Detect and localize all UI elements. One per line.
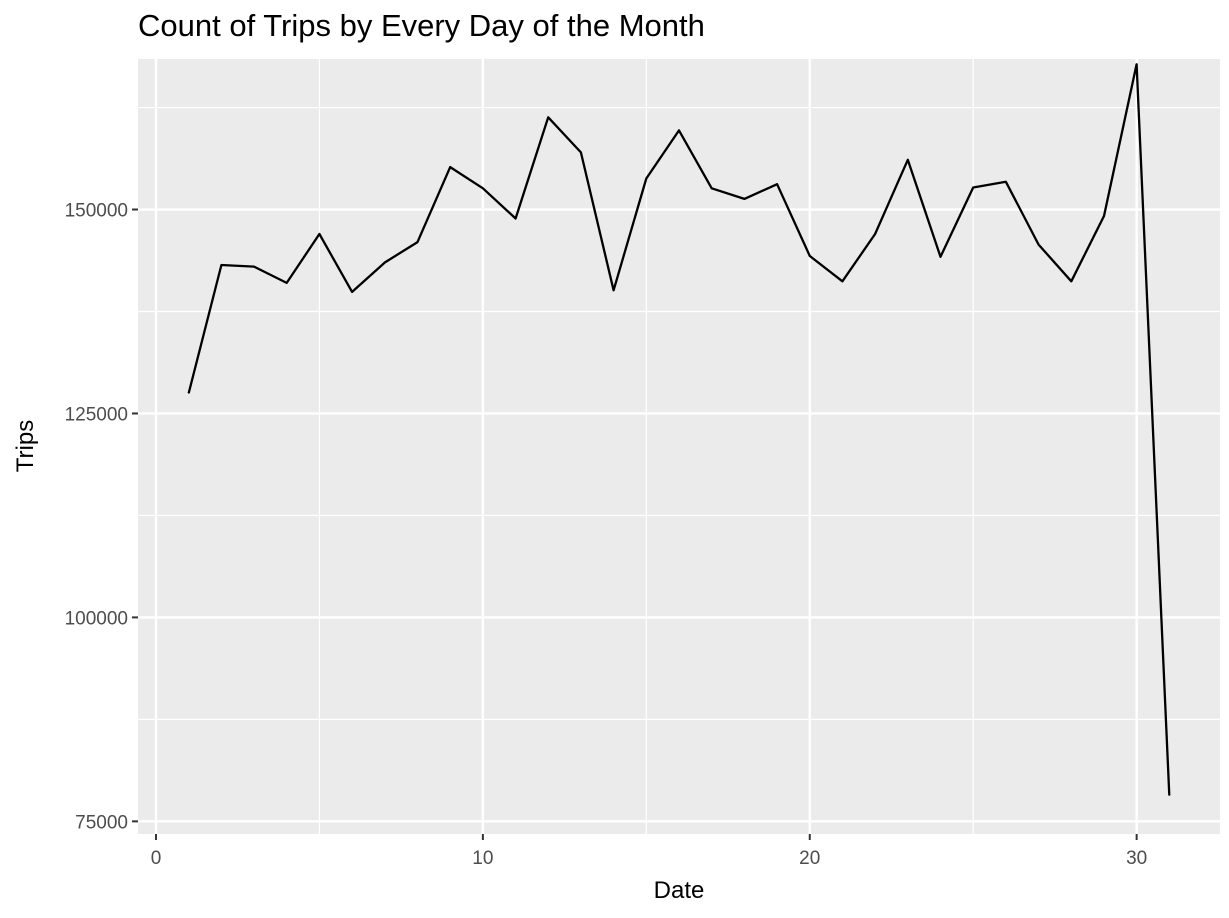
data-point — [711, 187, 713, 189]
series-layer — [187, 63, 1171, 796]
data-point — [1070, 280, 1072, 282]
grid-lines — [138, 59, 1220, 834]
data-point — [972, 186, 974, 189]
data-point — [547, 116, 549, 118]
y-tick-label: 100000 — [65, 608, 128, 629]
x-tick-label: 20 — [799, 848, 820, 869]
data-point — [449, 166, 451, 168]
data-point — [743, 198, 745, 200]
data-point — [514, 217, 517, 220]
data-point — [1136, 63, 1138, 65]
data-point — [351, 291, 353, 293]
data-point — [645, 177, 647, 180]
data-point — [384, 261, 386, 264]
y-tick-label: 125000 — [65, 404, 128, 425]
x-tick-label: 0 — [151, 848, 162, 869]
plot-panel — [138, 59, 1220, 834]
data-point — [907, 159, 909, 161]
y-tick-label: 150000 — [65, 201, 128, 222]
y-tick-label: 75000 — [75, 812, 128, 833]
chart-title: Count of Trips by Every Day of the Month — [138, 8, 705, 43]
x-tick-label: 10 — [472, 848, 493, 869]
x-tick-label: 30 — [1126, 848, 1147, 869]
data-point — [1168, 794, 1170, 796]
data-point — [482, 187, 484, 189]
x-axis-title: Date — [654, 877, 705, 904]
data-point — [220, 264, 222, 266]
data-point — [580, 151, 582, 154]
data-point — [1037, 243, 1040, 246]
data-point — [253, 266, 255, 268]
data-point — [286, 282, 288, 284]
data-point — [809, 255, 811, 257]
data-point — [841, 280, 844, 282]
data-point — [939, 256, 942, 258]
data-point — [613, 289, 615, 291]
y-axis-title: Trips — [12, 420, 39, 472]
data-point — [416, 241, 419, 243]
data-point — [318, 233, 321, 235]
data-point — [678, 129, 680, 131]
data-point — [1103, 215, 1105, 217]
data-point — [188, 392, 190, 394]
data-point — [874, 233, 876, 235]
data-point — [1005, 181, 1007, 183]
data-point — [776, 183, 778, 185]
axis-ticks: 75000 100000 125000 150000 0 10 20 30 — [65, 201, 1148, 869]
